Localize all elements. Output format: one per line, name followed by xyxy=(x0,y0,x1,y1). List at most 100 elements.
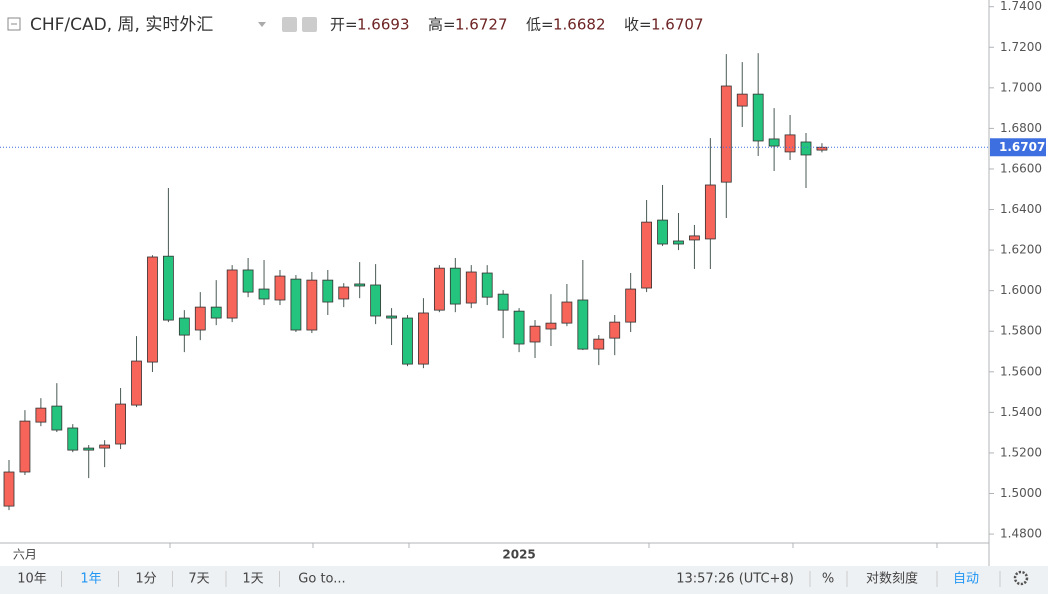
toolbar-button[interactable]: 1分 xyxy=(135,572,156,587)
candle-body xyxy=(402,317,413,365)
candle-body xyxy=(752,93,764,142)
settings-icon[interactable] xyxy=(302,17,317,32)
y-tick-label: 1.5400 xyxy=(1000,405,1042,419)
candle-body xyxy=(449,267,461,305)
candle-body xyxy=(736,93,748,107)
toolbar-time: 13:57:26 (UTC+8) xyxy=(676,572,794,587)
candle-body xyxy=(418,312,429,365)
y-tick-label: 1.6800 xyxy=(1000,121,1042,135)
ohlc-legend: 开= 1.6693 高= 1.6727 低= 1.6682 收= 1.6707 xyxy=(330,16,704,34)
candle-body xyxy=(354,283,366,287)
legend-label: 高= xyxy=(428,16,456,34)
legend-value: 1.6693 xyxy=(357,16,410,34)
candle-body xyxy=(433,267,445,311)
candle-body xyxy=(513,310,525,345)
candle-body xyxy=(704,184,716,240)
candle-body xyxy=(306,279,318,331)
candle-body xyxy=(816,146,828,151)
candle-body xyxy=(83,447,95,451)
candle-body xyxy=(115,403,126,445)
eye-icon[interactable] xyxy=(282,17,297,32)
candle-body xyxy=(178,317,190,336)
x-tick-label: 2025 xyxy=(502,548,535,562)
header: CHF/CAD, 周, 实时外汇 xyxy=(7,15,317,35)
toolbar xyxy=(0,566,1048,594)
candle-body xyxy=(338,286,350,300)
candle-body xyxy=(322,279,334,303)
candle-body xyxy=(19,420,31,473)
last-price-label: 1.6707 xyxy=(999,140,1045,154)
y-tick-label: 1.7200 xyxy=(1000,40,1042,54)
candle-body xyxy=(497,293,509,311)
candle-body xyxy=(673,240,684,245)
y-tick-label: 1.7400 xyxy=(1000,0,1042,13)
y-tick-label: 1.6000 xyxy=(1000,283,1042,297)
candle-body xyxy=(465,271,477,304)
candle-body xyxy=(720,85,732,183)
legend-value: 1.6682 xyxy=(553,16,606,34)
legend-value: 1.6707 xyxy=(651,16,704,34)
time-ticks xyxy=(169,543,938,548)
candle-body xyxy=(689,235,700,241)
candle-body xyxy=(274,275,286,301)
candle-body xyxy=(147,256,158,363)
candle-body xyxy=(784,134,796,153)
y-tick-label: 1.6600 xyxy=(1000,161,1042,175)
candle-body xyxy=(162,255,174,321)
y-tick-label: 1.6400 xyxy=(1000,202,1042,216)
toolbar-button[interactable]: 对数刻度 xyxy=(866,571,918,587)
candle-body xyxy=(35,407,47,423)
legend-label: 开= xyxy=(330,16,358,34)
toolbar-button[interactable]: 1天 xyxy=(242,572,263,587)
candle-body xyxy=(99,444,111,449)
legend-label: 收= xyxy=(624,16,652,34)
collapse-icon[interactable] xyxy=(7,17,21,31)
candle-body xyxy=(51,405,63,431)
y-tick-label: 1.7000 xyxy=(1000,80,1042,94)
toolbar-button[interactable]: 7天 xyxy=(188,572,209,587)
candle-body xyxy=(370,284,382,317)
candle-body xyxy=(768,138,780,147)
legend-label: 低= xyxy=(526,16,554,34)
candle-body xyxy=(226,269,238,319)
toolbar-items: 10年 1年 1分 7天 1天 Go to... 13:57:26 (UTC+8)% 对数刻度… xyxy=(17,570,1029,587)
candle-body xyxy=(67,427,79,451)
last-price-badge xyxy=(990,138,1046,157)
toolbar-button[interactable]: 自动 xyxy=(953,572,979,587)
toolbar-button[interactable]: 10年 xyxy=(17,572,47,587)
candle-body xyxy=(593,338,605,350)
candle-body xyxy=(625,288,637,323)
candle-body xyxy=(641,221,652,289)
candle-body xyxy=(194,306,206,331)
candle-body xyxy=(481,272,493,298)
y-tick-label: 1.5000 xyxy=(1000,486,1042,500)
plot: 1.4800 1.5000 1.5200 1.5400 1.5600 1.5800 1.60… xyxy=(0,0,1046,562)
dropdown-caret[interactable] xyxy=(258,22,266,27)
gear-icon[interactable] xyxy=(1013,570,1029,586)
y-tick-label: 1.5200 xyxy=(1000,445,1042,459)
candle-body xyxy=(290,278,302,331)
toolbar-button[interactable]: % xyxy=(822,572,834,587)
y-tick-label: 1.6200 xyxy=(1000,243,1042,257)
candle-body xyxy=(131,360,142,406)
chart-title: CHF/CAD, 周, 实时外汇 xyxy=(30,15,213,35)
y-tick-label: 1.5800 xyxy=(1000,324,1042,338)
candle-body xyxy=(3,471,15,507)
toolbar-button[interactable]: 1年 xyxy=(80,572,101,587)
candle-body xyxy=(657,219,668,245)
candle-body xyxy=(800,141,812,156)
x-tick-label: 六月 xyxy=(13,548,37,562)
y-tick-label: 1.5600 xyxy=(1000,364,1042,378)
y-tick-label: 1.4800 xyxy=(1000,527,1042,541)
candle-body xyxy=(561,301,573,324)
toolbar-button[interactable]: Go to... xyxy=(298,572,345,587)
candle-body xyxy=(242,269,254,293)
candle-body xyxy=(386,315,397,319)
legend-value: 1.6727 xyxy=(455,16,508,34)
candle-body xyxy=(258,288,270,300)
candle-body xyxy=(210,306,222,319)
candle-body xyxy=(529,325,541,343)
candle-body xyxy=(545,322,557,330)
